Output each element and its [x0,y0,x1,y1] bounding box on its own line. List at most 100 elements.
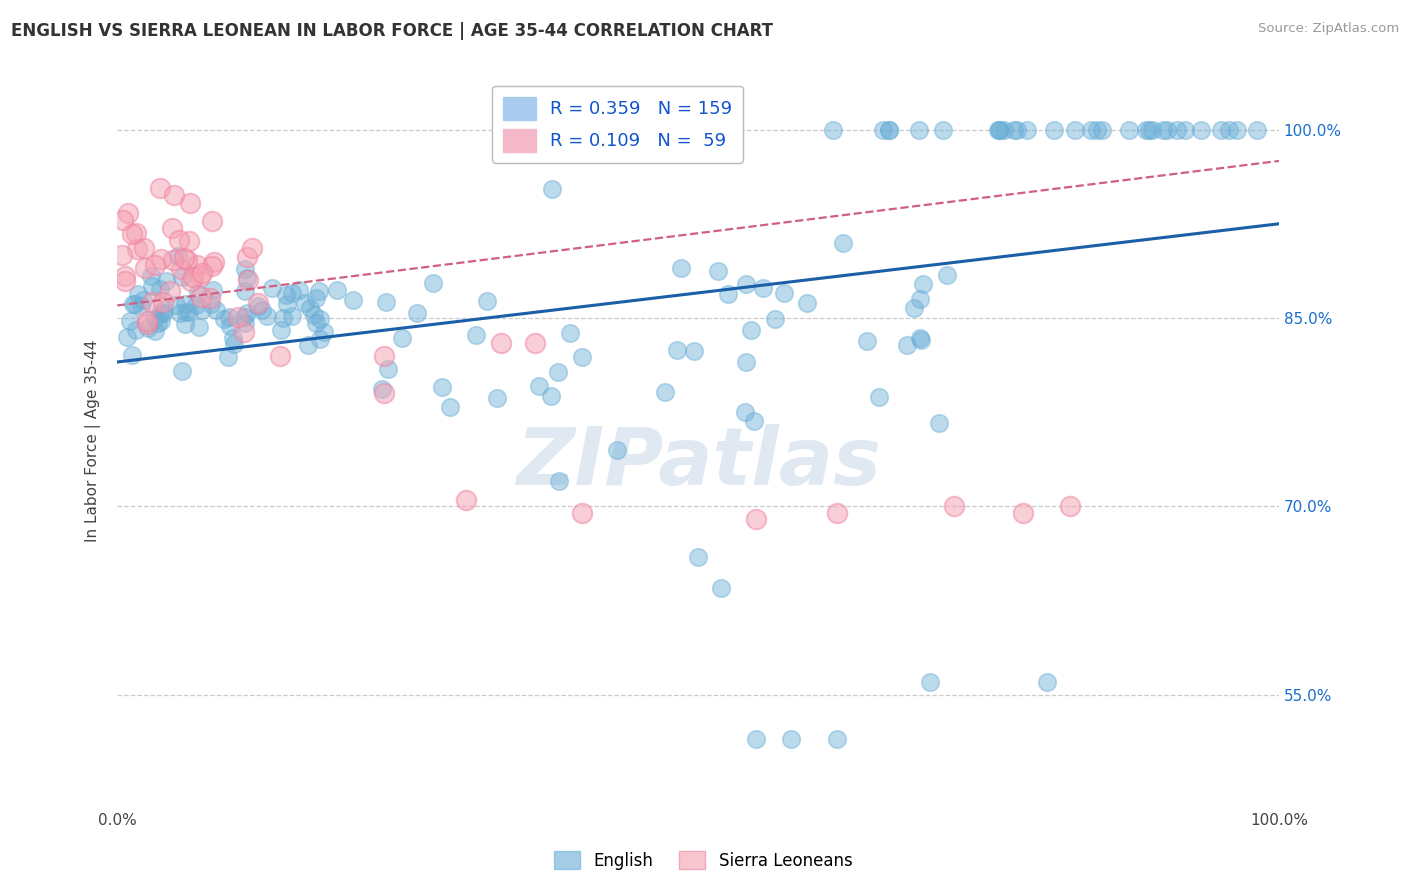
Point [276,287,298,301]
Point [204,302,226,317]
Point [172,269,194,284]
Point [135,317,157,331]
Point [165,298,187,312]
Point [169,305,191,319]
Point [162,188,184,202]
Point [186,258,208,272]
Point [1156,122,1178,136]
Point [222,331,245,345]
Point [796,296,818,310]
Point [167,249,190,263]
Point [987,122,1010,136]
Point [200,296,222,310]
Point [136,314,159,328]
Point [121,296,143,310]
Point [877,122,900,136]
Point [524,336,547,351]
Point [260,281,283,295]
Point [541,181,564,195]
Point [683,343,706,358]
Point [235,271,257,285]
Point [114,274,136,288]
Point [780,731,803,746]
Point [232,310,254,324]
Point [188,320,211,334]
Point [942,500,965,514]
Point [179,305,201,319]
Point [326,283,349,297]
Point [149,282,172,296]
Point [191,303,214,318]
Point [312,326,335,340]
Point [422,277,444,291]
Point [121,348,143,362]
Point [111,248,134,262]
Point [903,301,925,315]
Point [190,290,212,304]
Point [734,405,756,419]
Point [236,273,259,287]
Point [391,331,413,345]
Point [740,323,762,337]
Point [250,302,273,317]
Point [1012,506,1035,520]
Point [134,260,156,275]
Point [827,731,849,746]
Point [198,291,221,305]
Point [721,122,744,136]
Point [872,122,894,136]
Point [988,122,1011,136]
Y-axis label: In Labor Force | Age 35-44: In Labor Force | Age 35-44 [86,339,101,541]
Point [177,234,200,248]
Point [571,350,593,364]
Point [134,241,156,255]
Point [1005,122,1028,136]
Point [571,506,593,520]
Point [170,261,193,276]
Point [174,296,197,310]
Point [162,221,184,235]
Point [547,475,569,489]
Point [129,299,152,313]
Point [141,269,163,284]
Point [149,314,172,328]
Point [141,295,163,310]
Point [124,226,146,240]
Point [136,320,159,334]
Point [910,333,932,347]
Point [167,233,190,247]
Point [486,391,509,405]
Point [475,294,498,309]
Point [233,316,256,330]
Point [654,385,676,400]
Point [256,309,278,323]
Text: ENGLISH VS SIERRA LEONEAN IN LABOR FORCE | AGE 35-44 CORRELATION CHART: ENGLISH VS SIERRA LEONEAN IN LABOR FORCE… [11,22,773,40]
Point [1189,122,1212,136]
Point [373,349,395,363]
Point [1135,122,1157,136]
Point [247,296,270,310]
Point [763,312,786,326]
Point [187,286,209,301]
Point [127,242,149,256]
Point [606,442,628,457]
Point [270,323,292,337]
Point [201,214,224,228]
Point [112,213,135,227]
Point [288,283,311,297]
Point [162,252,184,267]
Point [371,382,394,396]
Point [1042,122,1064,136]
Point [527,378,550,392]
Point [547,365,569,379]
Point [159,284,181,298]
Point [1064,122,1087,136]
Point [309,332,332,346]
Point [1152,122,1174,136]
Point [439,400,461,414]
Point [235,251,257,265]
Point [202,255,225,269]
Point [1226,122,1249,136]
Point [1085,122,1108,136]
Point [706,264,728,278]
